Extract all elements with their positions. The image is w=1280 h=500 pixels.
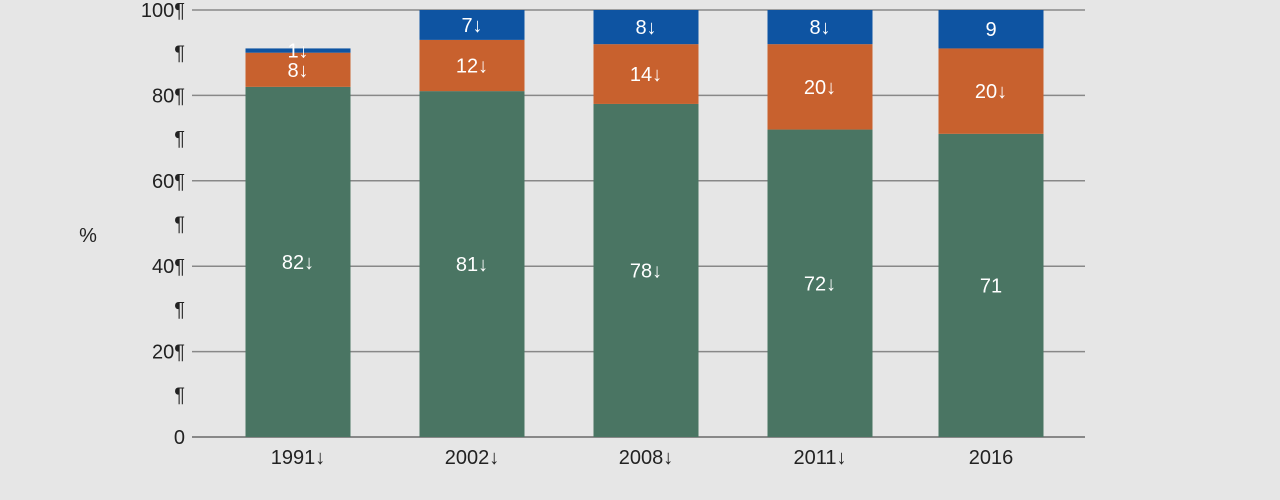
y-tick-label: 100¶ bbox=[141, 0, 185, 22]
y-tick-label: 80¶ bbox=[152, 85, 185, 107]
y-tick-label: ¶ bbox=[174, 214, 185, 236]
bar-segment bbox=[938, 133, 1044, 437]
bar-value-label: 72↓ bbox=[804, 273, 836, 295]
x-tick-label: 1991↓ bbox=[271, 447, 326, 469]
bar-segment bbox=[419, 91, 525, 437]
y-tick-label: 0 bbox=[174, 427, 185, 449]
bar-segment bbox=[245, 48, 351, 53]
bars bbox=[245, 10, 1044, 438]
y-tick-label: ¶ bbox=[174, 128, 185, 150]
bar-segment bbox=[767, 129, 873, 437]
bar-value-label: 1↓ bbox=[287, 41, 308, 63]
bar-segment bbox=[593, 10, 699, 45]
y-tick-label: ¶ bbox=[174, 43, 185, 65]
x-tick-label: 2002↓ bbox=[445, 447, 500, 469]
bar-segment bbox=[593, 44, 699, 104]
y-tick-label: ¶ bbox=[174, 384, 185, 406]
bar-value-label: 9 bbox=[985, 19, 996, 41]
y-axis-ticks: 0 ¶ 20¶ ¶ 40¶ ¶ 60¶ ¶ 80¶ ¶ 100¶ bbox=[141, 0, 185, 449]
bar-value-label: 8↓ bbox=[635, 17, 656, 39]
y-tick-label: 20¶ bbox=[152, 342, 185, 364]
x-tick-label: 2008↓ bbox=[619, 447, 674, 469]
bar-value-label: 7↓ bbox=[461, 15, 482, 37]
y-tick-label: ¶ bbox=[174, 299, 185, 321]
bar-segment bbox=[938, 48, 1044, 134]
bar-segment bbox=[245, 52, 351, 87]
bar-segment bbox=[419, 39, 525, 92]
bar-segment bbox=[767, 10, 873, 45]
bar-value-label: 71 bbox=[980, 275, 1002, 297]
bar-value-label: 8↓ bbox=[287, 60, 308, 82]
x-tick-label: 2016 bbox=[969, 447, 1014, 469]
y-tick-label: 40¶ bbox=[152, 256, 185, 278]
bar-segment bbox=[419, 10, 525, 40]
bar-segment bbox=[938, 10, 1044, 49]
bar-segment bbox=[245, 86, 351, 438]
bar-value-label: 81↓ bbox=[456, 254, 488, 276]
bar-value-label: 20↓ bbox=[804, 77, 836, 99]
bar-value-label: 78↓ bbox=[630, 260, 662, 282]
y-axis-title: % bbox=[79, 225, 97, 247]
bar-value-label: 12↓ bbox=[456, 56, 488, 78]
bar-value-label: 82↓ bbox=[282, 252, 314, 274]
bar-value-label: 8↓ bbox=[809, 17, 830, 39]
bar-value-label: 14↓ bbox=[630, 64, 662, 86]
bar-value-label: 20↓ bbox=[975, 81, 1007, 103]
y-tick-label: 60¶ bbox=[152, 171, 185, 193]
bar-segment bbox=[767, 44, 873, 130]
bar-segment bbox=[593, 103, 699, 437]
x-tick-label: 2011↓ bbox=[793, 447, 846, 469]
x-axis-ticks: 1991↓ 2002↓ 2008↓ 2011↓ 2016 bbox=[271, 447, 1014, 469]
